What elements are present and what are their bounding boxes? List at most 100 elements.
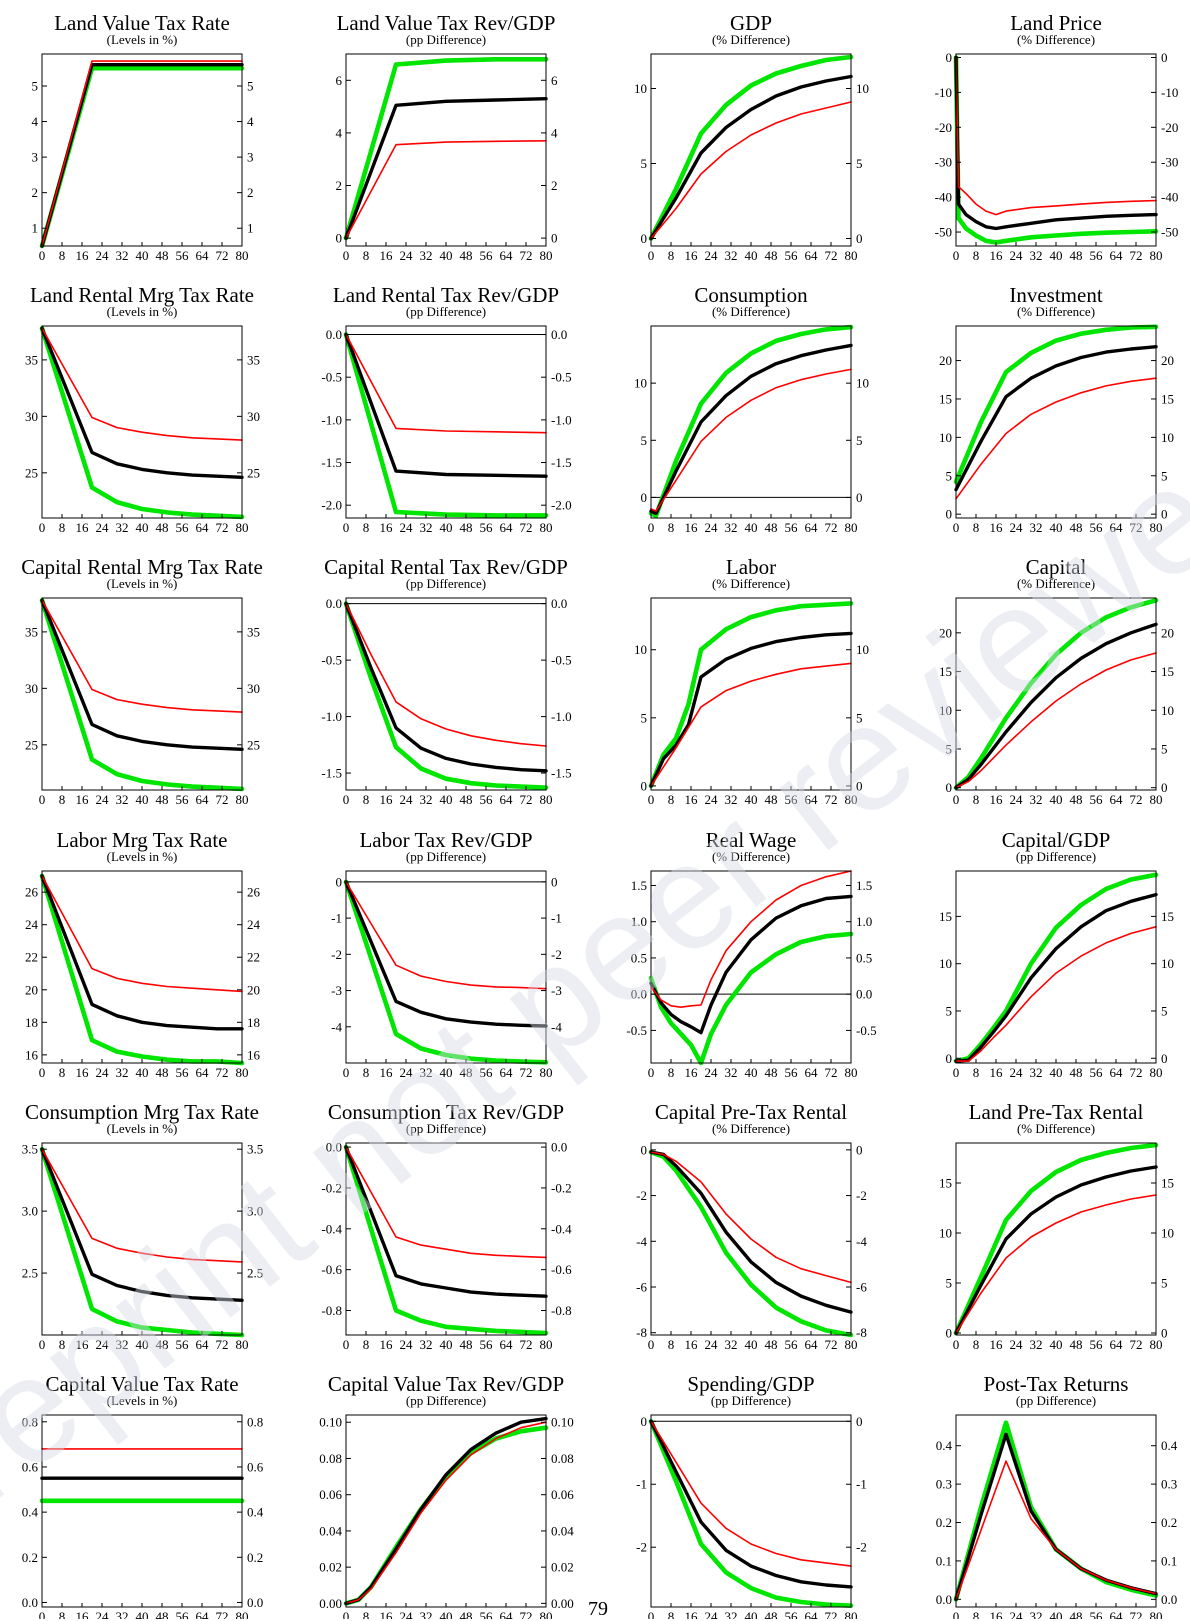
x-tick-label: 8 (363, 1609, 370, 1619)
y-tick-label: -30 (935, 155, 952, 170)
y-tick-label: 1.0 (631, 914, 647, 929)
x-tick-label: 8 (973, 792, 980, 807)
x-tick-label: 24 (400, 248, 414, 263)
y-tick-label-right: 0.10 (551, 1415, 574, 1430)
x-tick-label: 72 (1130, 520, 1143, 535)
y-tick-label: 25 (25, 465, 38, 480)
y-tick-label-right: 0.0 (1161, 1592, 1177, 1607)
y-tick-label: 16 (25, 1047, 39, 1062)
x-tick-label: 0 (648, 1609, 655, 1619)
x-tick-label: 64 (805, 1065, 819, 1080)
y-tick-label-right: 0.5 (856, 950, 872, 965)
y-tick-label-right: -0.4 (551, 1221, 572, 1236)
chart-subtitle: (Levels in %) (107, 1121, 178, 1136)
series-line-green (39, 1146, 245, 1338)
y-tick-label-right: 0 (856, 490, 863, 505)
y-tick-label-right: 0.02 (551, 1560, 574, 1575)
y-tick-label-right: 0.0 (551, 596, 567, 611)
series-line-black (954, 622, 1158, 790)
x-tick-label: 56 (785, 248, 799, 263)
y-tick-label: 3 (32, 150, 39, 165)
x-tick-label: 32 (420, 520, 433, 535)
x-tick-label: 48 (156, 1337, 169, 1352)
y-tick-label: 0.10 (319, 1415, 342, 1430)
series-line-black (344, 96, 548, 240)
y-tick-label: 0 (641, 778, 648, 793)
y-tick-label-right: 35 (247, 352, 260, 367)
y-tick-label-right: 0.0 (856, 987, 872, 1002)
x-tick-label: 8 (973, 520, 980, 535)
y-tick-label-right: 30 (247, 409, 260, 424)
y-tick-label-right: -1 (856, 1477, 867, 1492)
x-tick-label: 40 (440, 520, 453, 535)
y-tick-label-right: 15 (1161, 909, 1174, 924)
x-tick-label: 0 (648, 1065, 655, 1080)
y-tick-label-right: -2.0 (551, 498, 572, 513)
series-line-green (648, 1149, 854, 1338)
chart-panel-5: Land Rental Mrg Tax Rate(Levels in %) 25 2… (25, 283, 260, 535)
x-tick-label: 24 (96, 520, 110, 535)
x-tick-label: 72 (216, 1609, 229, 1619)
x-tick-label: 40 (136, 1337, 149, 1352)
series-line-green (39, 597, 245, 792)
x-tick-label: 32 (725, 1609, 738, 1619)
y-tick-label: 18 (25, 1015, 38, 1030)
x-tick-label: 64 (805, 248, 819, 263)
y-tick-label: 5 (946, 468, 953, 483)
y-tick-label: 3.0 (22, 1204, 38, 1219)
x-tick-label: 16 (380, 520, 394, 535)
y-tick-label: 0.3 (936, 1477, 952, 1492)
x-tick-label: 40 (1050, 248, 1063, 263)
chart-subtitle: (% Difference) (1017, 576, 1095, 591)
y-tick-label-right: 10 (856, 376, 869, 391)
y-tick-label: 5 (641, 710, 648, 725)
y-tick-label: 2 (336, 178, 343, 193)
x-tick-label: 72 (216, 1065, 229, 1080)
plot-frame (955, 597, 1157, 791)
x-tick-label: 16 (76, 520, 90, 535)
x-tick-label: 56 (176, 792, 190, 807)
y-tick-label: 5 (32, 79, 39, 94)
chart-title: Post-Tax Returns (984, 1372, 1129, 1396)
y-tick-label-right: 0 (551, 231, 558, 246)
chart-panel-21: Capital Value Tax Rate(Levels in %) 0.0 0.… (22, 1372, 264, 1619)
chart-panel-20: Land Pre-Tax Rental(% Difference)0 05 510 1… (939, 1100, 1174, 1352)
y-tick-label-right: 10 (856, 642, 869, 657)
x-tick-label: 0 (343, 248, 350, 263)
y-tick-label: 5 (946, 741, 953, 756)
y-tick-label-right: -10 (1161, 85, 1178, 100)
y-tick-label-right: 16 (247, 1047, 261, 1062)
x-tick-label: 0 (953, 248, 960, 263)
y-tick-label-right: -1 (551, 911, 562, 926)
x-tick-label: 40 (1050, 1065, 1063, 1080)
x-tick-label: 16 (685, 1609, 699, 1619)
x-tick-label: 56 (785, 520, 799, 535)
chart-panel-4: Land Price(% Difference) 0 0 -10 -10 -20 -20 -3… (935, 11, 1179, 263)
x-tick-label: 24 (705, 1337, 719, 1352)
y-tick-label: 0.2 (22, 1550, 38, 1565)
x-tick-label: 24 (705, 520, 719, 535)
y-tick-label-right: 0.2 (247, 1550, 263, 1565)
plot-frame (955, 1414, 1157, 1608)
x-tick-label: 72 (825, 248, 838, 263)
x-tick-label: 80 (845, 1337, 858, 1352)
y-tick-label-right: 1 (247, 221, 254, 236)
x-tick-label: 32 (420, 1337, 433, 1352)
series-line-green (953, 1142, 1159, 1336)
chart-title: Capital Pre-Tax Rental (655, 1100, 847, 1124)
x-tick-label: 80 (540, 792, 553, 807)
x-tick-label: 64 (1110, 1337, 1124, 1352)
x-tick-label: 40 (1050, 1337, 1063, 1352)
series-line-black (649, 1150, 853, 1314)
x-tick-label: 8 (668, 792, 675, 807)
y-tick-label: -2.0 (321, 498, 342, 513)
y-tick-label-right: 25 (247, 465, 260, 480)
chart-panel-10: Capital Rental Tax Rev/GDP(pp Difference… (321, 555, 571, 807)
x-tick-label: 48 (1070, 1609, 1083, 1619)
y-tick-label-right: 0 (1161, 50, 1168, 65)
y-tick-label: 15 (939, 1176, 952, 1191)
series-line-black (649, 894, 853, 1035)
x-tick-label: 64 (500, 1337, 514, 1352)
